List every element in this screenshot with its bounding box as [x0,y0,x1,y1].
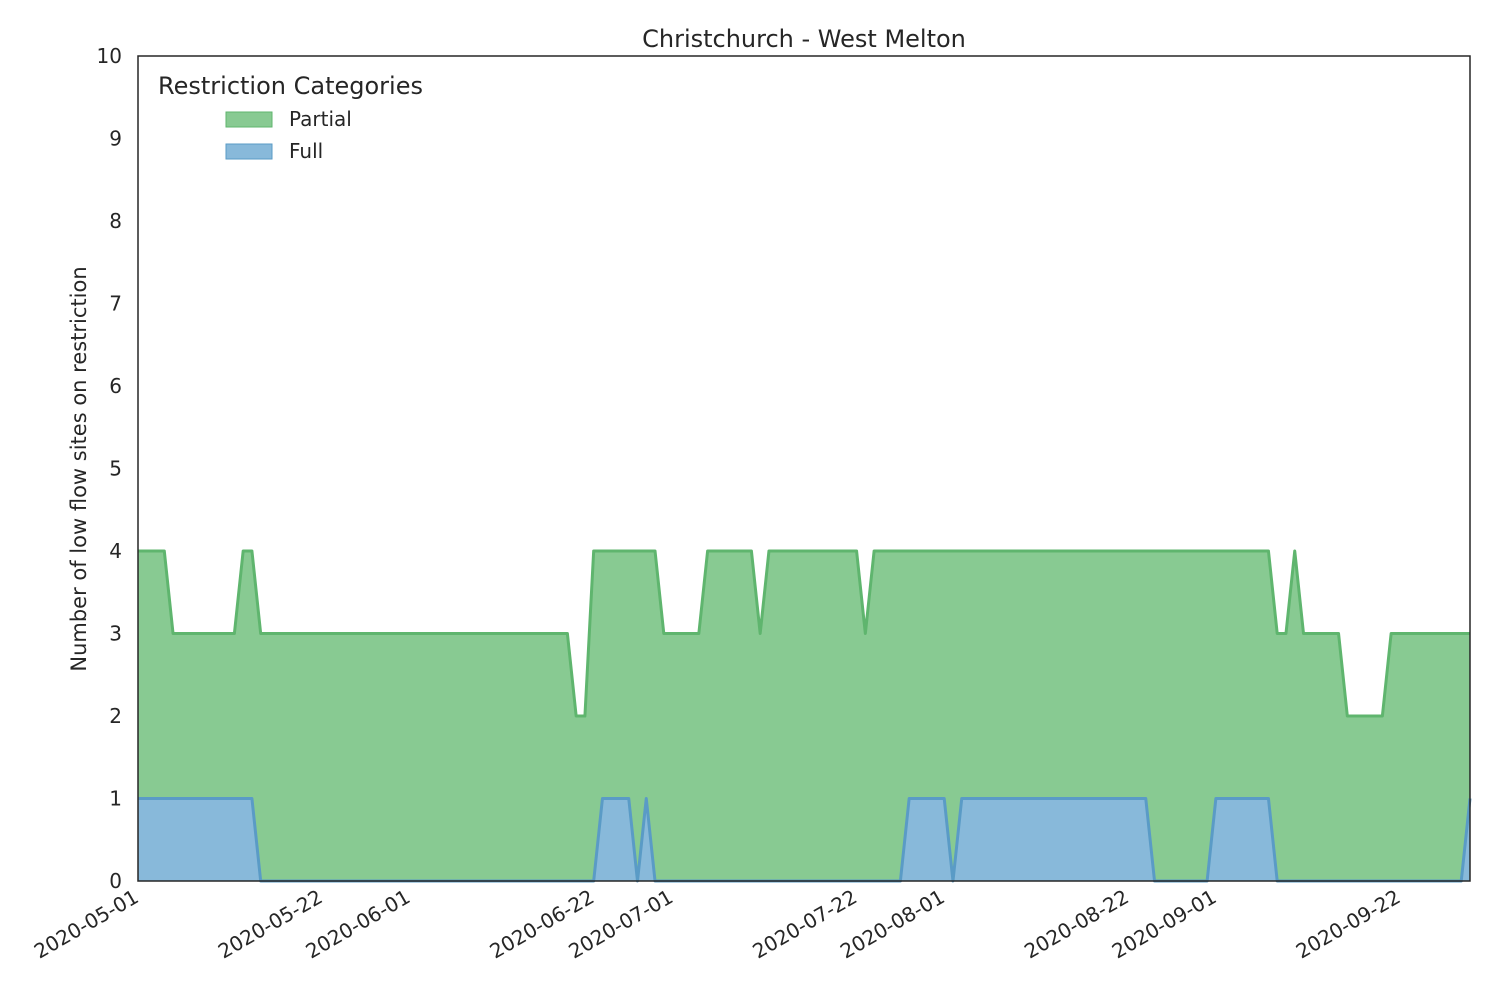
y-axis-ticks: 0 1 2 3 4 5 6 7 8 9 10 [97,44,122,893]
legend-title: Restriction Categories [158,72,423,100]
y-tick-label: 8 [109,209,122,233]
legend-label-full: Full [289,139,323,163]
plot-areas [138,549,1472,883]
y-tick-label: 6 [109,374,122,398]
plot-frame [137,55,1471,882]
y-tick-label: 0 [109,869,122,893]
x-tick-label: 2020-09-22 [1292,885,1405,964]
y-tick-label: 2 [109,704,122,728]
y-tick-label: 1 [109,787,122,811]
line-full [138,797,1472,883]
legend-swatch-partial [225,111,273,128]
legend: Restriction Categories Partial Full [158,72,423,163]
y-tick-label: 3 [109,622,122,646]
plot-border [137,55,1471,882]
y-axis-label: Number of low flow sites on restriction [67,266,91,671]
line-partial [138,549,1470,718]
area-full [138,798,1470,881]
y-tick-label: 7 [109,292,122,316]
legend-label-partial: Partial [289,107,352,131]
chart-title: Christchurch - West Melton [642,25,966,53]
y-tick-label: 5 [109,457,122,481]
x-tick-label: 2020-05-01 [30,885,143,964]
y-tick-label: 10 [97,44,122,68]
y-tick-label: 4 [109,539,122,563]
legend-swatch-full [225,143,273,160]
y-tick-label: 9 [109,127,122,151]
